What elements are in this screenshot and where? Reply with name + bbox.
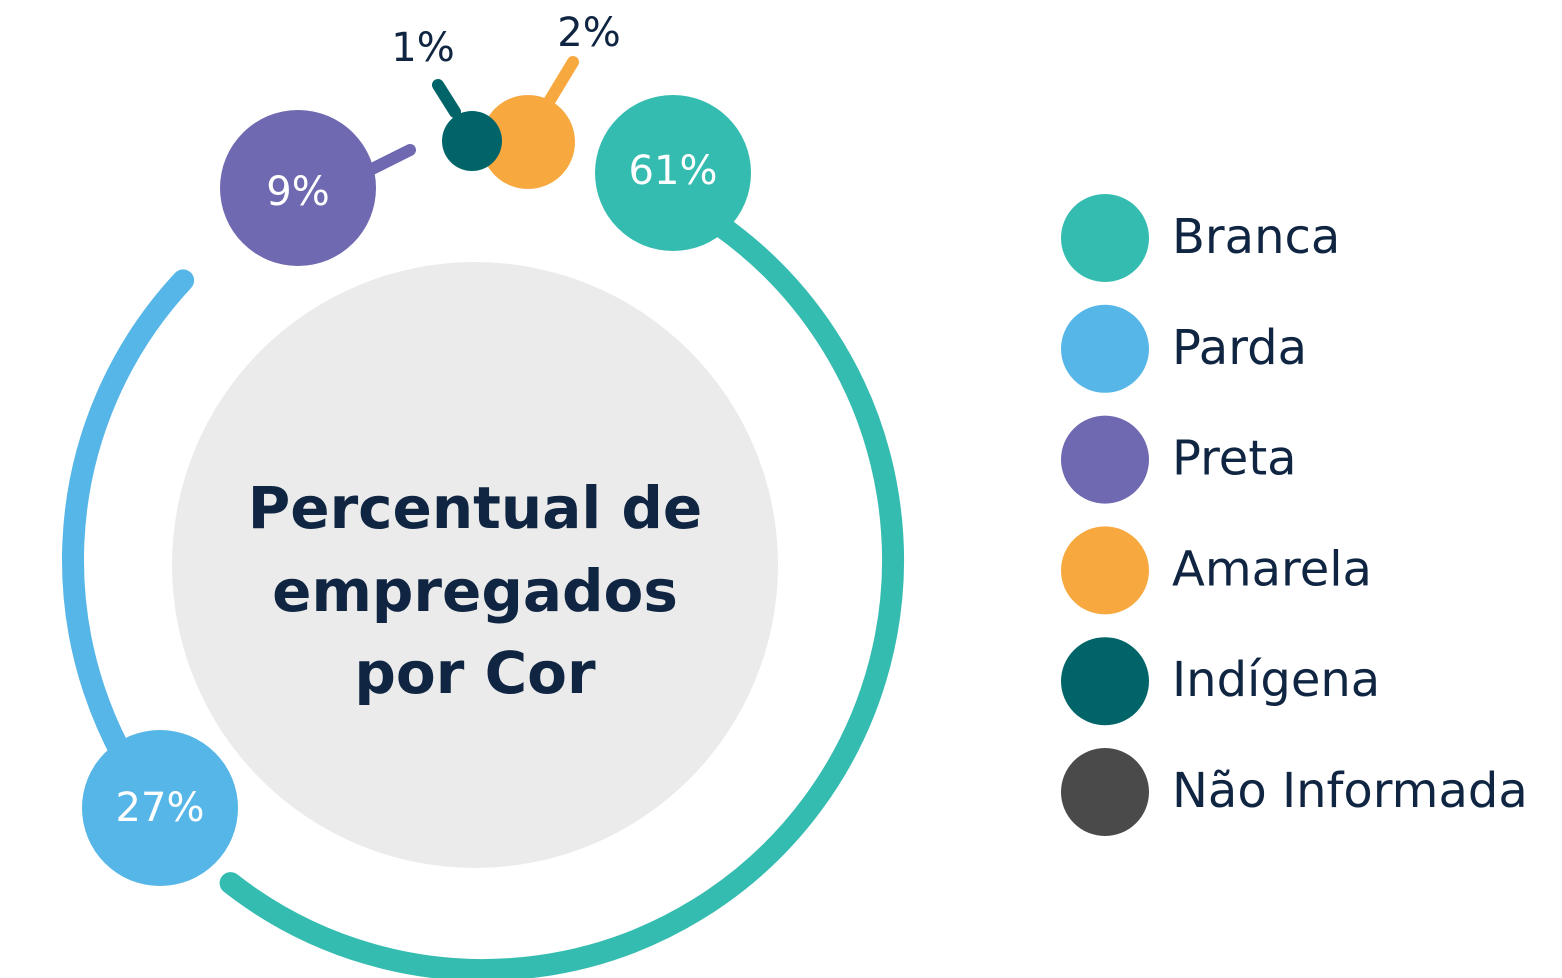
legend-label: Branca (1172, 209, 1340, 265)
bubble (82, 730, 238, 886)
legend-swatch (1061, 748, 1149, 836)
legend-label: Amarela (1172, 541, 1372, 597)
arc-segment (62, 269, 195, 824)
bubble (442, 111, 502, 171)
value-label: 2% (557, 10, 620, 56)
legend-swatch (1061, 415, 1149, 504)
chart-title: Percentual de (248, 474, 703, 542)
center-disc (172, 262, 778, 868)
legend-label: Indígena (1172, 652, 1380, 708)
stub (432, 79, 461, 118)
legend-swatch (1061, 637, 1149, 726)
chart-title: empregados (272, 557, 678, 625)
value-label: 1% (391, 25, 454, 71)
value-label: 27% (116, 785, 205, 831)
legend-label: Não Informada (1172, 763, 1528, 819)
chart-title: por Cor (354, 639, 596, 707)
bubble (481, 95, 575, 189)
arc-segment (219, 213, 904, 978)
legend-label: Parda (1172, 320, 1307, 376)
stub (364, 144, 416, 176)
stub (544, 56, 579, 106)
value-label: 9% (266, 169, 329, 215)
legend-swatch (1061, 304, 1149, 393)
value-label: 61% (629, 148, 718, 194)
legend-label: Preta (1172, 431, 1297, 487)
bubble (220, 110, 376, 266)
legend-swatch (1061, 194, 1149, 282)
bubble (595, 95, 751, 251)
legend-swatch (1061, 526, 1149, 615)
